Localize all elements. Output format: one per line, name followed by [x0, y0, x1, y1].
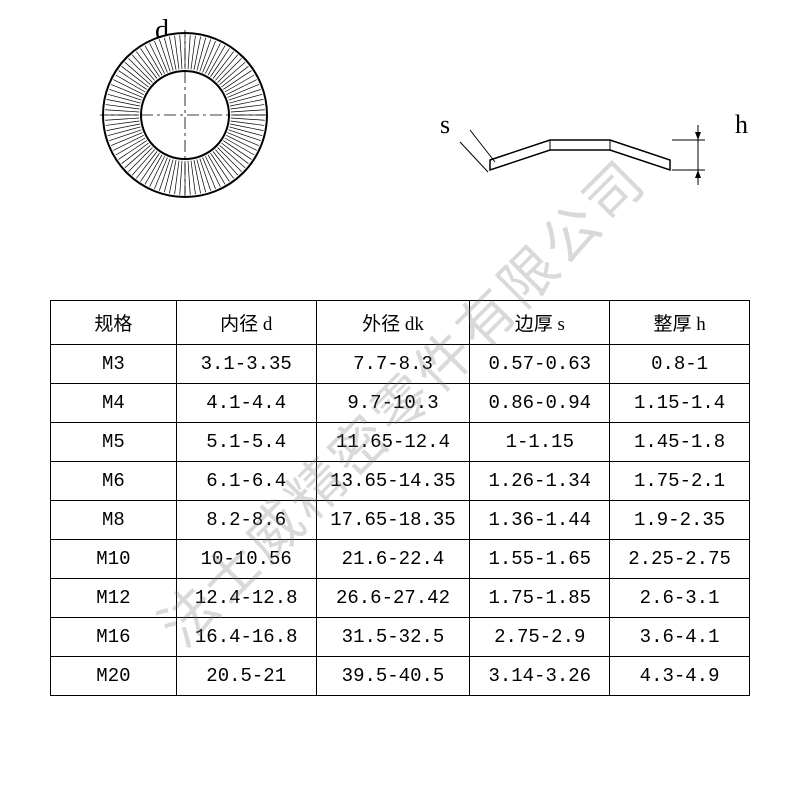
table-cell: 26.6-27.42 [316, 579, 470, 618]
table-cell: 11.65-12.4 [316, 423, 470, 462]
table-row: M33.1-3.357.7-8.30.57-0.630.8-1 [51, 345, 750, 384]
spec-table: 规格内径 d外径 dk边厚 s整厚 h M33.1-3.357.7-8.30.5… [50, 300, 750, 696]
table-cell: 13.65-14.35 [316, 462, 470, 501]
dimension-h-label: h [735, 110, 748, 140]
table-row: M66.1-6.413.65-14.351.26-1.341.75-2.1 [51, 462, 750, 501]
table-cell: 1.45-1.8 [610, 423, 750, 462]
table-cell: 3.14-3.26 [470, 657, 610, 696]
table-cell: 0.8-1 [610, 345, 750, 384]
table-cell: 5.1-5.4 [176, 423, 316, 462]
table-cell: M4 [51, 384, 177, 423]
table-cell: 0.86-0.94 [470, 384, 610, 423]
table-cell: 10-10.56 [176, 540, 316, 579]
table-cell: 20.5-21 [176, 657, 316, 696]
table-cell: 1.36-1.44 [470, 501, 610, 540]
table-cell: 6.1-6.4 [176, 462, 316, 501]
table-row: M88.2-8.617.65-18.351.36-1.441.9-2.35 [51, 501, 750, 540]
table-header-cell: 内径 d [176, 301, 316, 345]
table-header-cell: 整厚 h [610, 301, 750, 345]
table-header-cell: 边厚 s [470, 301, 610, 345]
table-row: M44.1-4.49.7-10.30.86-0.941.15-1.4 [51, 384, 750, 423]
table-row: M1212.4-12.826.6-27.421.75-1.852.6-3.1 [51, 579, 750, 618]
table-row: M1010-10.5621.6-22.41.55-1.652.25-2.75 [51, 540, 750, 579]
table-cell: 1-1.15 [470, 423, 610, 462]
table-cell: 9.7-10.3 [316, 384, 470, 423]
table-cell: 4.3-4.9 [610, 657, 750, 696]
table-cell: 4.1-4.4 [176, 384, 316, 423]
table-cell: 3.1-3.35 [176, 345, 316, 384]
table-cell: 2.75-2.9 [470, 618, 610, 657]
table-header-cell: 外径 dk [316, 301, 470, 345]
table-cell: 2.25-2.75 [610, 540, 750, 579]
table-cell: 1.26-1.34 [470, 462, 610, 501]
table-cell: 1.55-1.65 [470, 540, 610, 579]
table-row: M2020.5-2139.5-40.53.14-3.264.3-4.9 [51, 657, 750, 696]
table-cell: 12.4-12.8 [176, 579, 316, 618]
table-cell: 8.2-8.6 [176, 501, 316, 540]
table-cell: 17.65-18.35 [316, 501, 470, 540]
table-header-row: 规格内径 d外径 dk边厚 s整厚 h [51, 301, 750, 345]
table-cell: 3.6-4.1 [610, 618, 750, 657]
table-cell: 2.6-3.1 [610, 579, 750, 618]
washer-side-view [440, 100, 720, 200]
table-cell: 21.6-22.4 [316, 540, 470, 579]
table-cell: 31.5-32.5 [316, 618, 470, 657]
table-cell: 39.5-40.5 [316, 657, 470, 696]
table-cell: 1.75-1.85 [470, 579, 610, 618]
table-cell: M6 [51, 462, 177, 501]
washer-top-view [100, 30, 270, 205]
table-header-cell: 规格 [51, 301, 177, 345]
table-cell: 1.9-2.35 [610, 501, 750, 540]
table-cell: M3 [51, 345, 177, 384]
table-cell: M5 [51, 423, 177, 462]
diagram-area: d s h [0, 0, 800, 270]
table-cell: M20 [51, 657, 177, 696]
table-cell: M16 [51, 618, 177, 657]
table-cell: M8 [51, 501, 177, 540]
table-cell: 1.75-2.1 [610, 462, 750, 501]
table-row: M1616.4-16.831.5-32.52.75-2.93.6-4.1 [51, 618, 750, 657]
table-cell: 1.15-1.4 [610, 384, 750, 423]
table-cell: 0.57-0.63 [470, 345, 610, 384]
table-cell: 16.4-16.8 [176, 618, 316, 657]
table-row: M55.1-5.411.65-12.41-1.151.45-1.8 [51, 423, 750, 462]
table-cell: 7.7-8.3 [316, 345, 470, 384]
table-cell: M10 [51, 540, 177, 579]
table-cell: M12 [51, 579, 177, 618]
